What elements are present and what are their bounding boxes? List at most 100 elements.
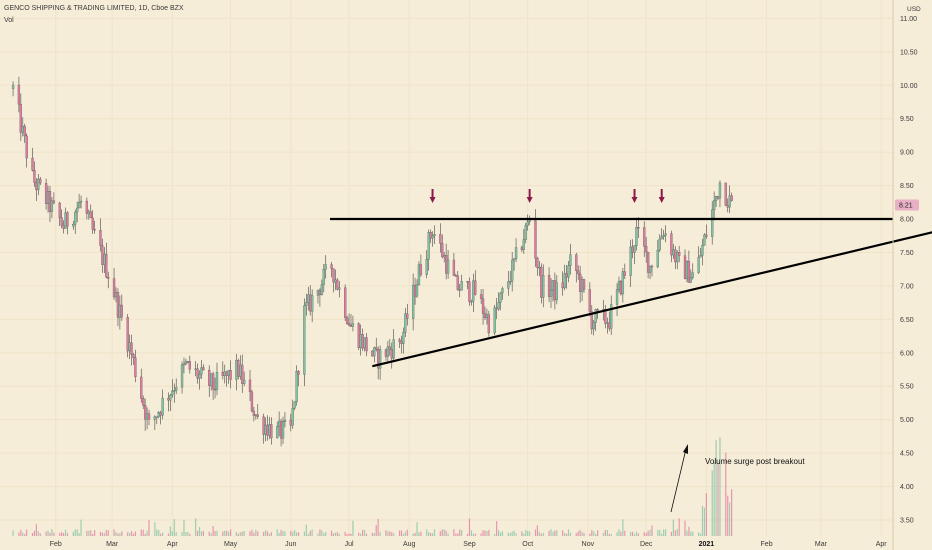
candle-body[interactable] [691,272,694,278]
candle-body[interactable] [712,200,716,210]
candle-body[interactable] [485,314,489,319]
candle-body[interactable] [153,416,156,420]
candle-body[interactable] [21,125,24,133]
candle-body[interactable] [466,280,469,283]
candle-body[interactable] [582,279,586,290]
candle-body[interactable] [134,357,137,378]
candle-body[interactable] [188,361,191,370]
candle-body[interactable] [526,221,529,226]
candle-body[interactable] [373,347,376,357]
candle-body[interactable] [200,367,203,375]
candle-body[interactable] [474,280,477,295]
candle-body[interactable] [429,232,432,239]
candle-body[interactable] [604,308,607,324]
candle-body[interactable] [60,217,63,226]
candle-body[interactable] [697,256,700,273]
candle-body[interactable] [145,413,149,420]
candle-body[interactable] [549,289,553,297]
candle-body[interactable] [295,371,298,403]
candle-body[interactable] [646,251,650,273]
candle-body[interactable] [528,220,531,222]
candle-body[interactable] [107,277,110,279]
candle-body[interactable] [656,249,659,268]
candle-body[interactable] [19,103,22,133]
candle-body[interactable] [619,280,623,295]
candle-body[interactable] [338,287,341,290]
candle-body[interactable] [592,322,595,330]
candle-body[interactable] [699,255,702,258]
candle-body[interactable] [441,243,444,258]
candle-body[interactable] [446,259,450,274]
candle-body[interactable] [62,224,65,229]
candle-body[interactable] [501,288,504,294]
candle-body[interactable] [171,390,174,396]
candle-body[interactable] [553,280,557,301]
candle-body[interactable] [660,236,663,240]
candle-body[interactable] [116,292,120,318]
candle-body[interactable] [359,334,362,348]
candle-body[interactable] [664,233,667,236]
candle-body[interactable] [250,391,254,412]
candle-body[interactable] [33,170,36,183]
candle-body[interactable] [662,235,665,237]
candle-body[interactable] [714,196,718,201]
candle-body[interactable] [167,397,170,401]
candle-body[interactable] [276,426,279,439]
candle-body[interactable] [676,252,679,263]
candle-body[interactable] [194,368,197,370]
candle-body[interactable] [334,279,337,283]
candle-body[interactable] [425,259,428,275]
candle-body[interactable] [674,249,677,263]
candle-body[interactable] [39,178,42,184]
candle-body[interactable] [254,414,257,416]
candle-body[interactable] [309,294,312,312]
candle-body[interactable] [610,304,613,329]
candle-body[interactable] [588,289,592,312]
candle-body[interactable] [256,414,259,417]
candle-body[interactable] [155,416,158,418]
candle-body[interactable] [596,309,599,312]
candle-body[interactable] [388,346,391,350]
candle-body[interactable] [637,227,640,229]
candle-body[interactable] [202,367,205,371]
candle-body[interactable] [25,135,28,159]
candle-body[interactable] [175,387,178,391]
candle-body[interactable] [351,323,355,327]
candle-body[interactable] [23,125,26,137]
candle-body[interactable] [716,196,720,199]
candle-body[interactable] [561,282,564,289]
candle-body[interactable] [93,228,96,231]
candle-body[interactable] [35,182,38,191]
candle-body[interactable] [577,270,580,275]
candle-body[interactable] [472,280,475,302]
candle-body[interactable] [547,275,551,297]
candle-body[interactable] [672,249,675,256]
candle-body[interactable] [633,245,636,253]
candle-body[interactable] [507,281,510,289]
candle-body[interactable] [118,304,122,318]
candle-body[interactable] [481,298,485,314]
candle-body[interactable] [565,273,568,278]
candle-body[interactable] [493,307,496,334]
candle-body[interactable] [509,281,512,283]
candle-body[interactable] [221,372,224,376]
candle-body[interactable] [701,245,704,256]
candle-body[interactable] [433,234,436,237]
candle-body[interactable] [730,195,733,201]
candle-body[interactable] [615,289,619,305]
candle-body[interactable] [180,364,184,388]
candle-body[interactable] [11,84,15,89]
candle-body[interactable] [268,424,271,436]
candle-body[interactable] [114,292,118,298]
candle-body[interactable] [687,260,691,283]
candle-body[interactable] [551,280,555,291]
candle-body[interactable] [705,234,708,237]
candle-body[interactable] [384,349,388,357]
candle-body[interactable] [460,280,463,291]
candle-body[interactable] [182,363,186,366]
candle-body[interactable] [89,211,92,219]
candle-body[interactable] [400,341,403,344]
candle-body[interactable] [728,195,731,208]
candle-body[interactable] [398,339,401,342]
candle-body[interactable] [590,311,593,330]
